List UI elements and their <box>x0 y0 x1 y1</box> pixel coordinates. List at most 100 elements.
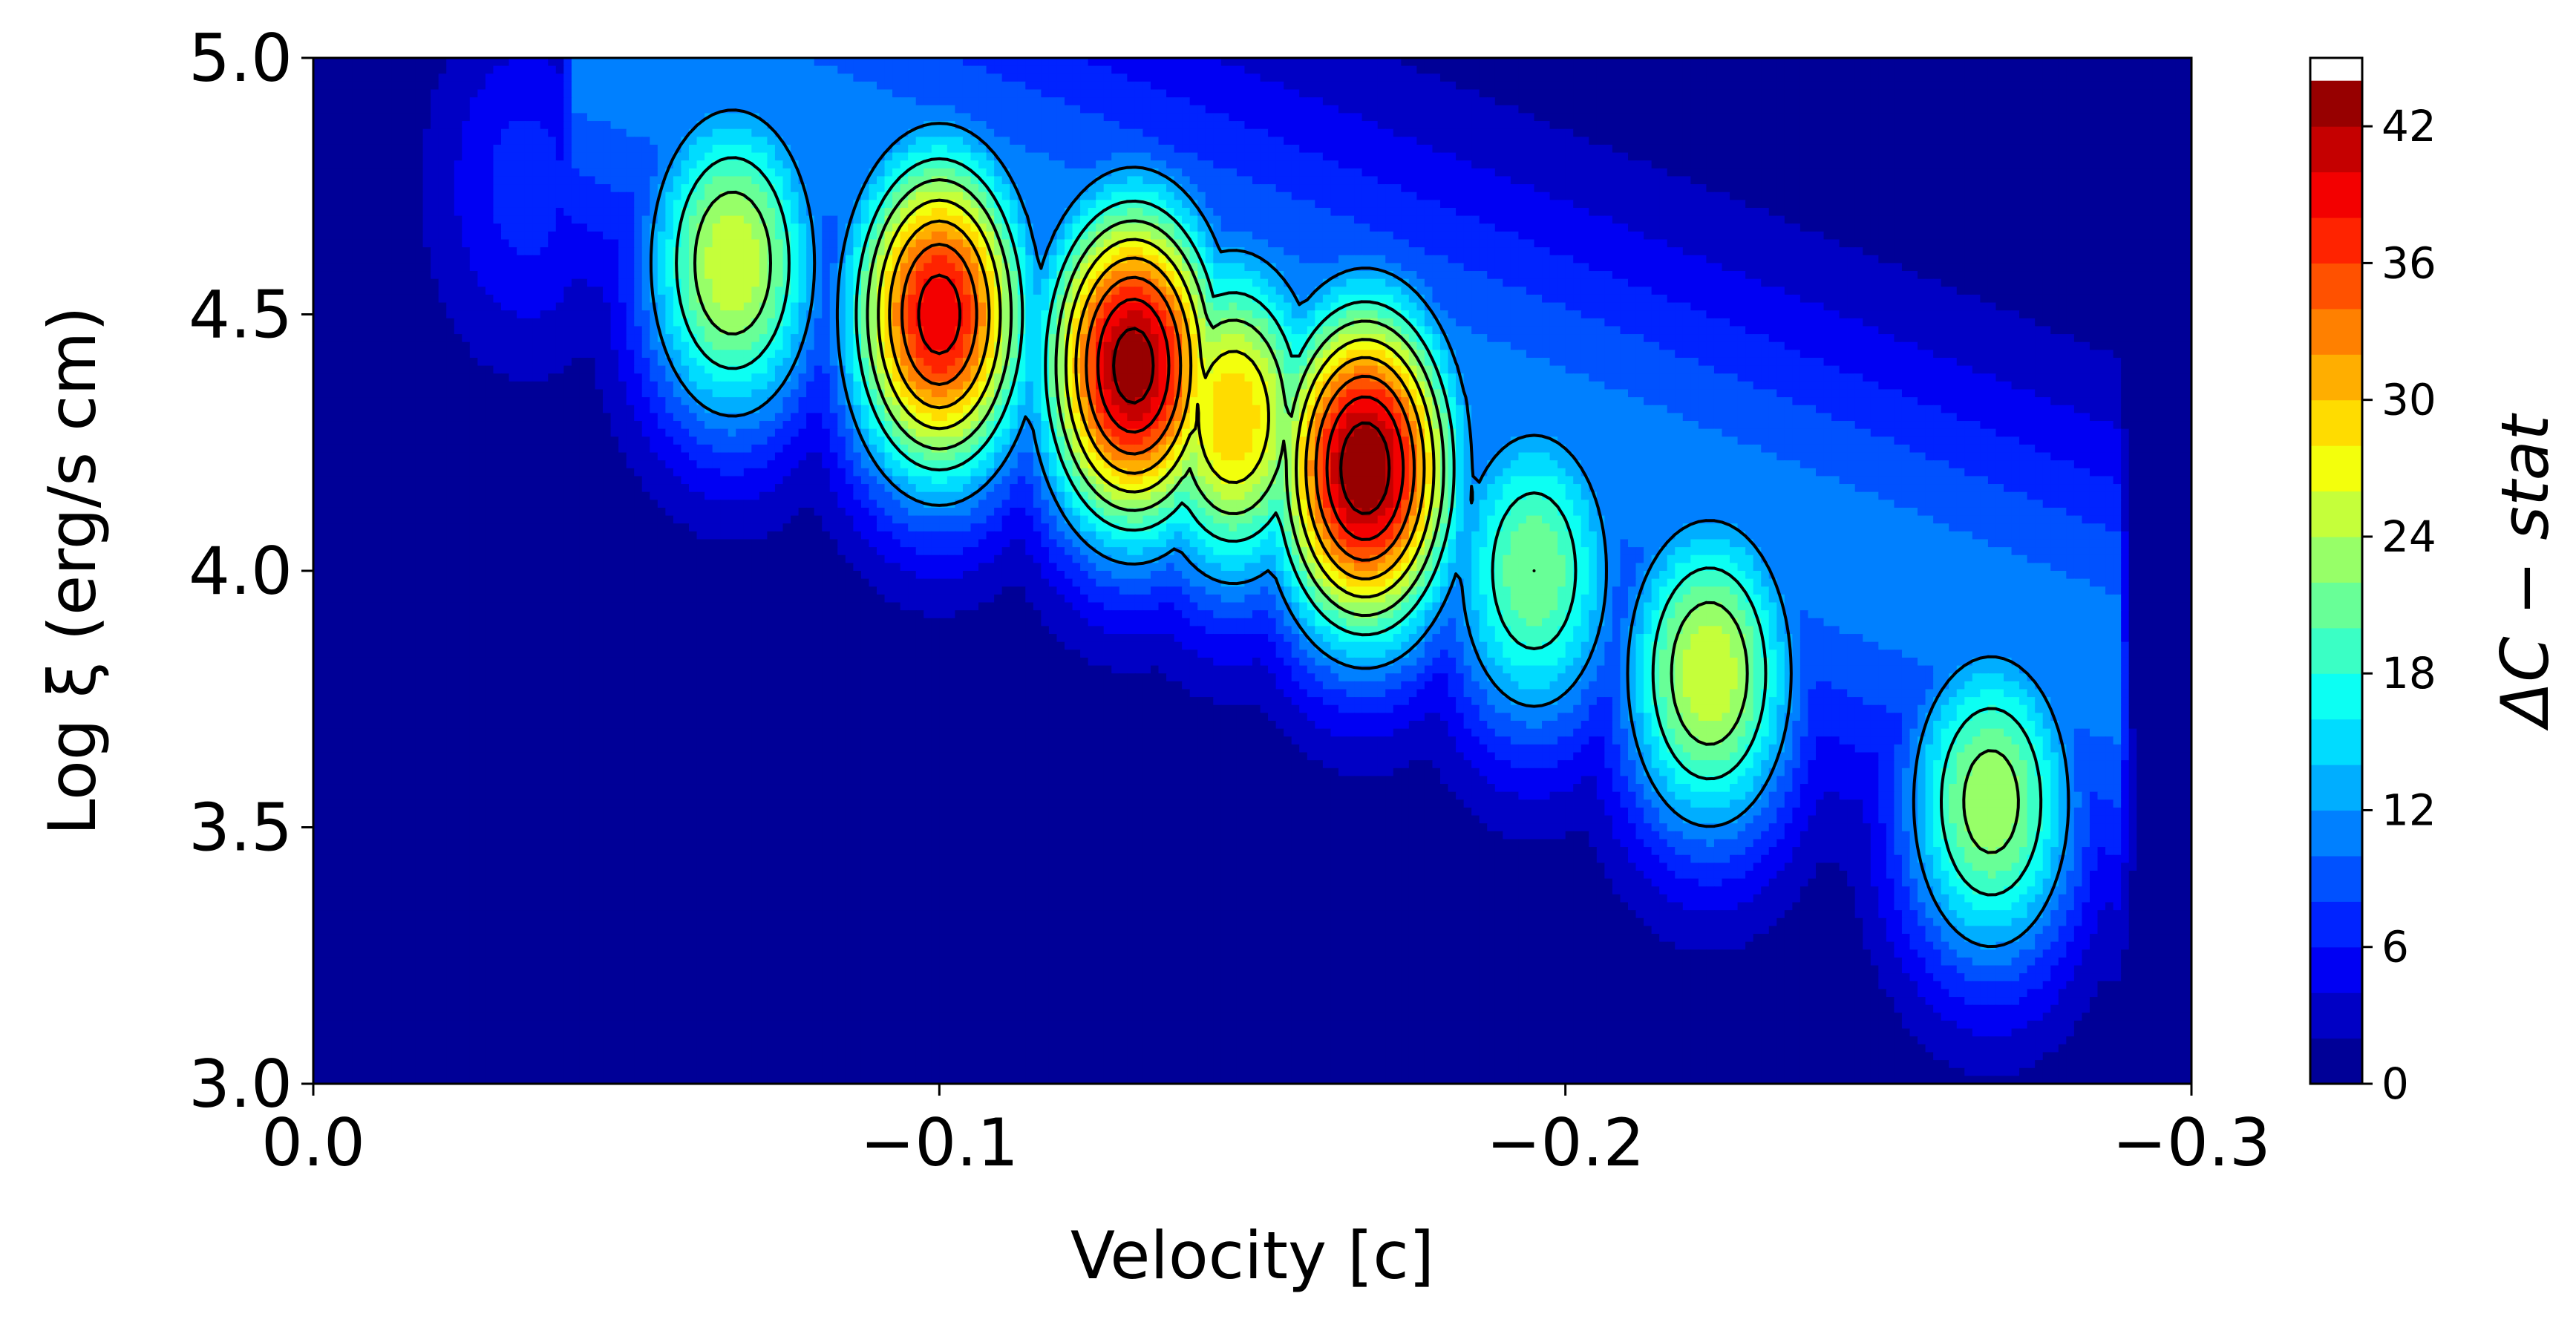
contour-cell <box>1863 58 1871 67</box>
contour-cell <box>313 192 322 201</box>
contour-cell <box>1518 176 1527 185</box>
contour-cell <box>1416 105 1425 114</box>
contour-cell <box>1675 192 1684 201</box>
contour-cell <box>767 168 776 177</box>
contour-cell <box>829 81 839 91</box>
contour-cell <box>1863 89 1871 98</box>
contour-cell <box>477 152 486 161</box>
contour-cell <box>1854 144 1864 154</box>
contour-cell <box>391 81 400 91</box>
contour-cell <box>1589 137 1598 145</box>
contour-cell <box>1111 207 1120 217</box>
contour-cell <box>509 160 517 169</box>
contour-cell <box>1416 200 1425 209</box>
contour-cell <box>1964 58 1973 67</box>
contour-cell <box>1596 215 1606 225</box>
contour-cell <box>1479 65 1488 75</box>
contour-cell <box>469 81 479 91</box>
contour-cell <box>610 65 619 75</box>
contour-cell <box>509 97 517 106</box>
contour-cell <box>712 144 721 154</box>
contour-cell <box>446 176 455 185</box>
contour-cell <box>1252 137 1261 145</box>
contour-cell <box>1142 65 1151 75</box>
contour-cell <box>884 58 893 67</box>
contour-cell <box>2082 200 2090 209</box>
contour-cell <box>2089 176 2099 185</box>
contour-cell <box>540 89 549 98</box>
contour-cell <box>563 58 572 67</box>
contour-cell <box>2160 113 2169 122</box>
contour-cell <box>446 152 455 161</box>
contour-cell <box>1463 97 1472 106</box>
contour-cell <box>446 184 455 193</box>
contour-cell <box>1174 200 1183 209</box>
contour-cell <box>1557 192 1566 201</box>
contour-cell <box>767 137 776 145</box>
contour-cell <box>1612 176 1621 185</box>
contour-cell <box>1901 81 1911 91</box>
contour-cell <box>1901 168 1911 177</box>
contour-cell <box>696 152 705 161</box>
contour-cell <box>751 215 760 225</box>
contour-cell <box>1706 207 1715 217</box>
contour-cell <box>1847 65 1856 75</box>
contour-cell <box>2073 184 2083 193</box>
contour-cell <box>1150 105 1160 114</box>
contour-cell <box>548 128 557 138</box>
contour-cell <box>1370 121 1379 130</box>
contour-cell <box>1010 215 1019 225</box>
contour-cell <box>837 144 846 154</box>
contour-cell <box>1644 144 1653 154</box>
contour-cell <box>2175 81 2185 91</box>
contour-cell <box>1690 105 1699 114</box>
contour-cell <box>595 160 604 169</box>
contour-cell <box>2183 128 2191 138</box>
contour-cell <box>1745 137 1754 145</box>
contour-cell <box>563 137 572 145</box>
contour-cell <box>1565 58 1575 67</box>
contour-cell <box>1424 160 1434 169</box>
contour-cell <box>1385 192 1394 201</box>
contour-cell <box>1761 81 1770 91</box>
contour-cell <box>900 137 909 145</box>
contour-cell <box>1768 152 1778 161</box>
contour-cell <box>1001 207 1011 217</box>
contour-cell <box>1111 121 1120 130</box>
contour-cell <box>1839 121 1848 130</box>
contour-cell <box>2113 97 2122 106</box>
contour-cell <box>641 65 651 75</box>
contour-cell <box>1722 89 1730 98</box>
contour-cell <box>1307 73 1316 82</box>
contour-cell <box>1119 176 1128 185</box>
contour-cell <box>1612 152 1621 161</box>
contour-cell <box>1745 192 1754 201</box>
contour-cell <box>1980 73 1989 82</box>
contour-cell <box>1980 137 1989 145</box>
contour-cell <box>1526 97 1535 106</box>
contour-cell <box>869 65 877 75</box>
contour-cell <box>1284 73 1292 82</box>
contour-cell <box>2097 58 2106 67</box>
contour-cell <box>1119 89 1128 98</box>
contour-cell <box>1580 144 1590 154</box>
contour-cell <box>1878 65 1887 75</box>
contour-cell <box>2137 168 2145 177</box>
contour-cell <box>454 121 463 130</box>
contour-cell <box>1127 73 1136 82</box>
contour-cell <box>446 215 455 225</box>
contour-cell <box>1784 215 1794 225</box>
contour-cell <box>923 58 932 67</box>
contour-cell <box>860 152 870 161</box>
contour-cell <box>1870 200 1880 209</box>
contour-cell <box>2097 144 2106 154</box>
contour-cell <box>1909 160 1918 169</box>
contour-cell <box>915 144 925 154</box>
contour-cell <box>2027 200 2036 209</box>
contour-cell <box>618 89 627 98</box>
contour-cell <box>1299 113 1308 122</box>
contour-cell <box>1158 65 1167 75</box>
contour-cell <box>1220 58 1230 67</box>
contour-cell <box>1408 97 1418 106</box>
contour-cell <box>1479 58 1488 67</box>
